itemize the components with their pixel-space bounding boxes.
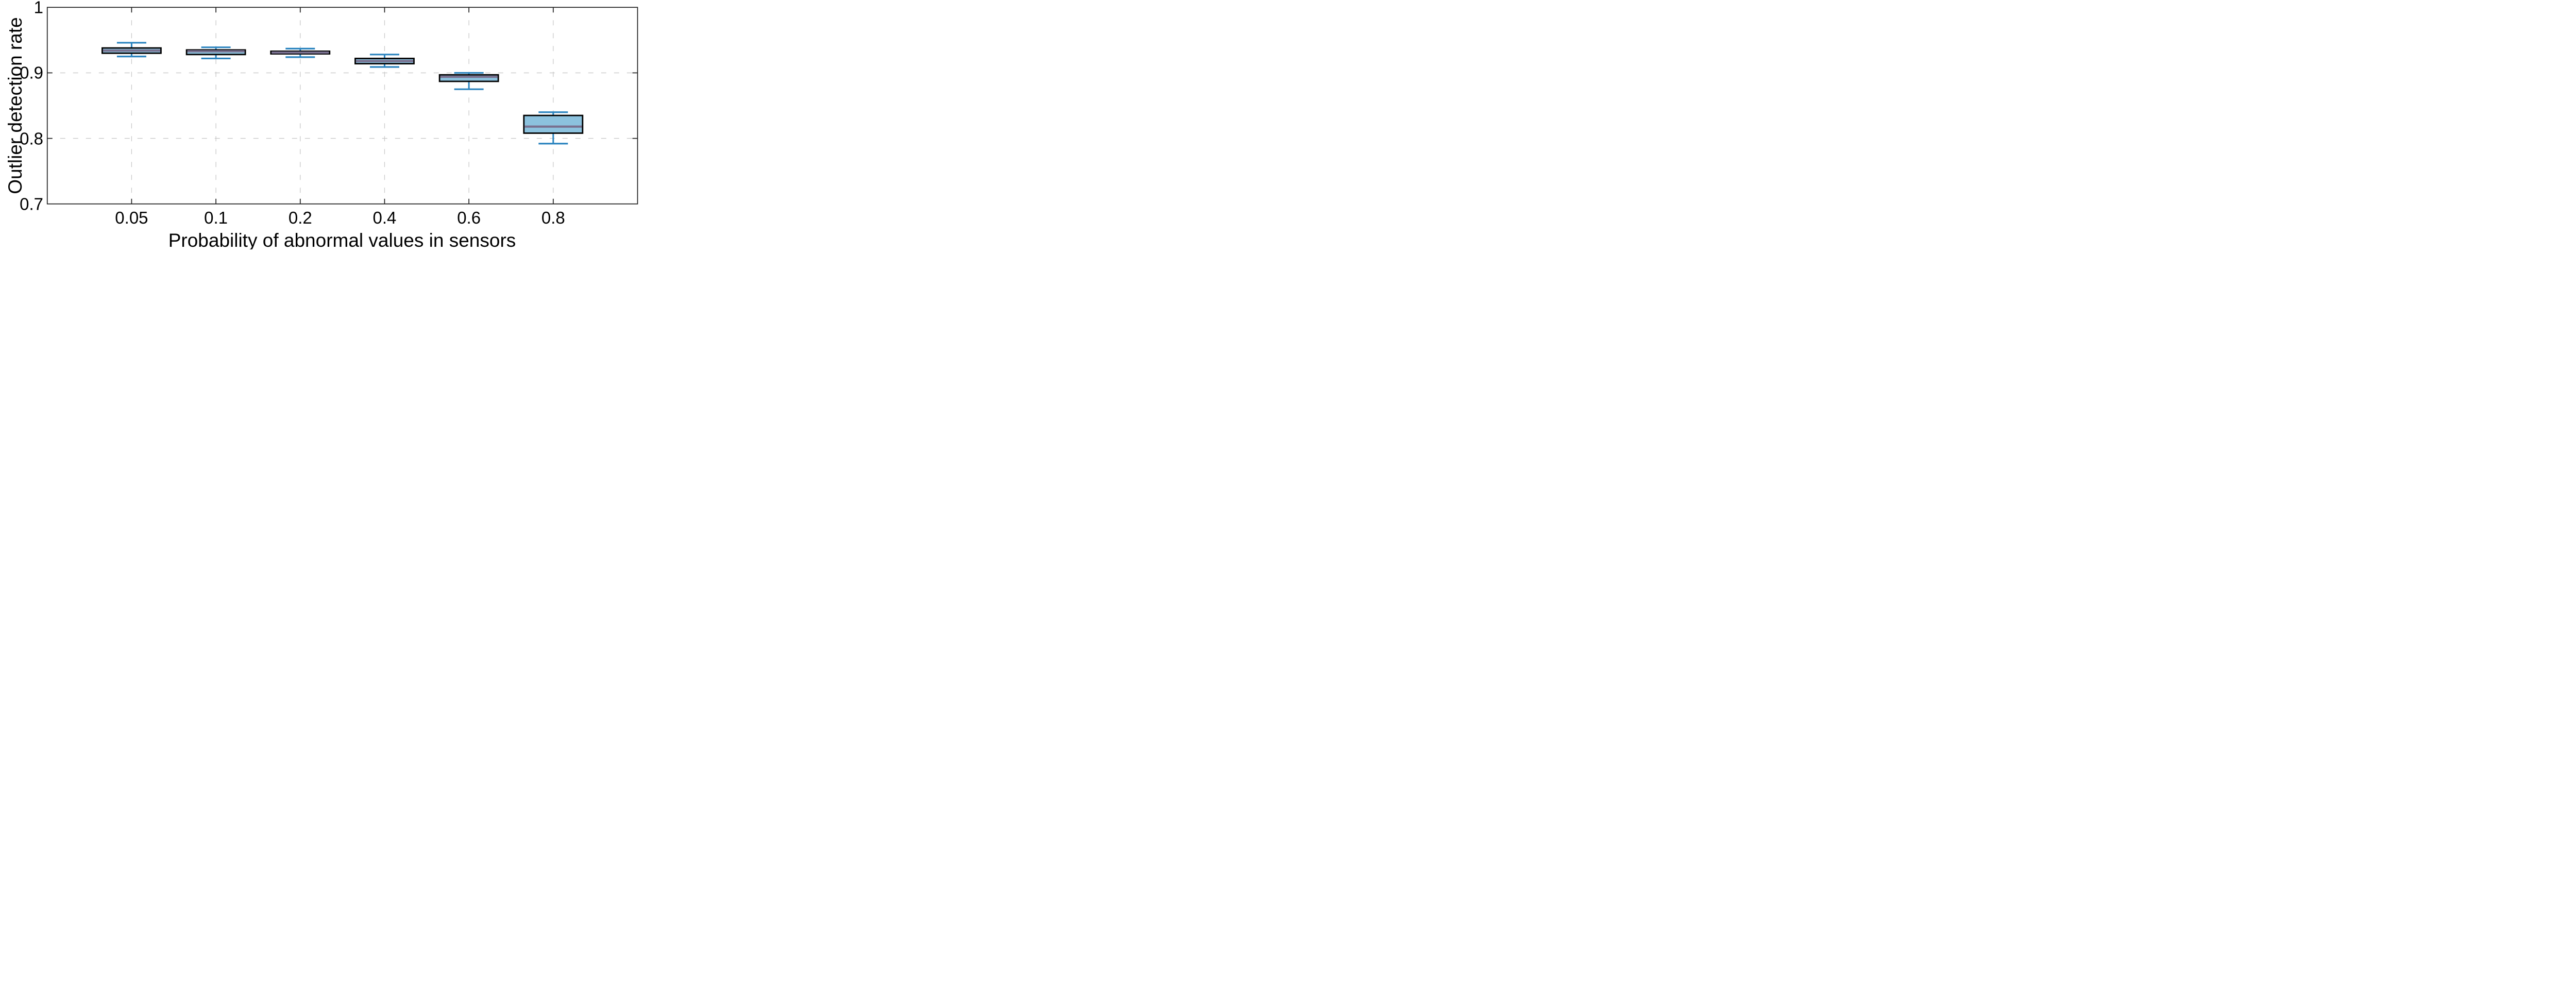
x-tick-label-0.6: 0.6 [457,208,481,227]
median-line-0.05 [103,49,161,52]
x-tick-label-0.05: 0.05 [115,208,148,227]
boxplot-canvas [46,7,638,205]
y-axis-label: Outlier detection rate [5,17,26,194]
y-tick-label-0.8: 0.8 [20,129,43,148]
boxplot-figure: 1 0.9 0.8 0.7 0.05 0.1 0.2 0.4 0.6 0.8 Outlier d… [0,0,644,249]
y-tick-label-0.9: 0.9 [20,63,43,82]
y-tick-label-0.7: 0.7 [20,194,43,214]
axes-frame [46,7,638,205]
box-0.8 [523,114,584,134]
x-tick-label-0.8: 0.8 [541,208,565,227]
median-line-0.1 [187,50,245,53]
median-line-0.6 [440,75,498,78]
x-tick-label-0.1: 0.1 [204,208,228,227]
median-line-0.2 [272,51,329,54]
x-tick-label-0.4: 0.4 [372,208,397,227]
median-line-0.8 [524,125,582,128]
x-tick-label-0.2: 0.2 [288,208,312,227]
x-axis-label: Probability of abnormal values in sensor… [168,230,516,249]
y-tick-label-1: 1 [33,0,43,17]
median-line-0.4 [355,60,414,62]
